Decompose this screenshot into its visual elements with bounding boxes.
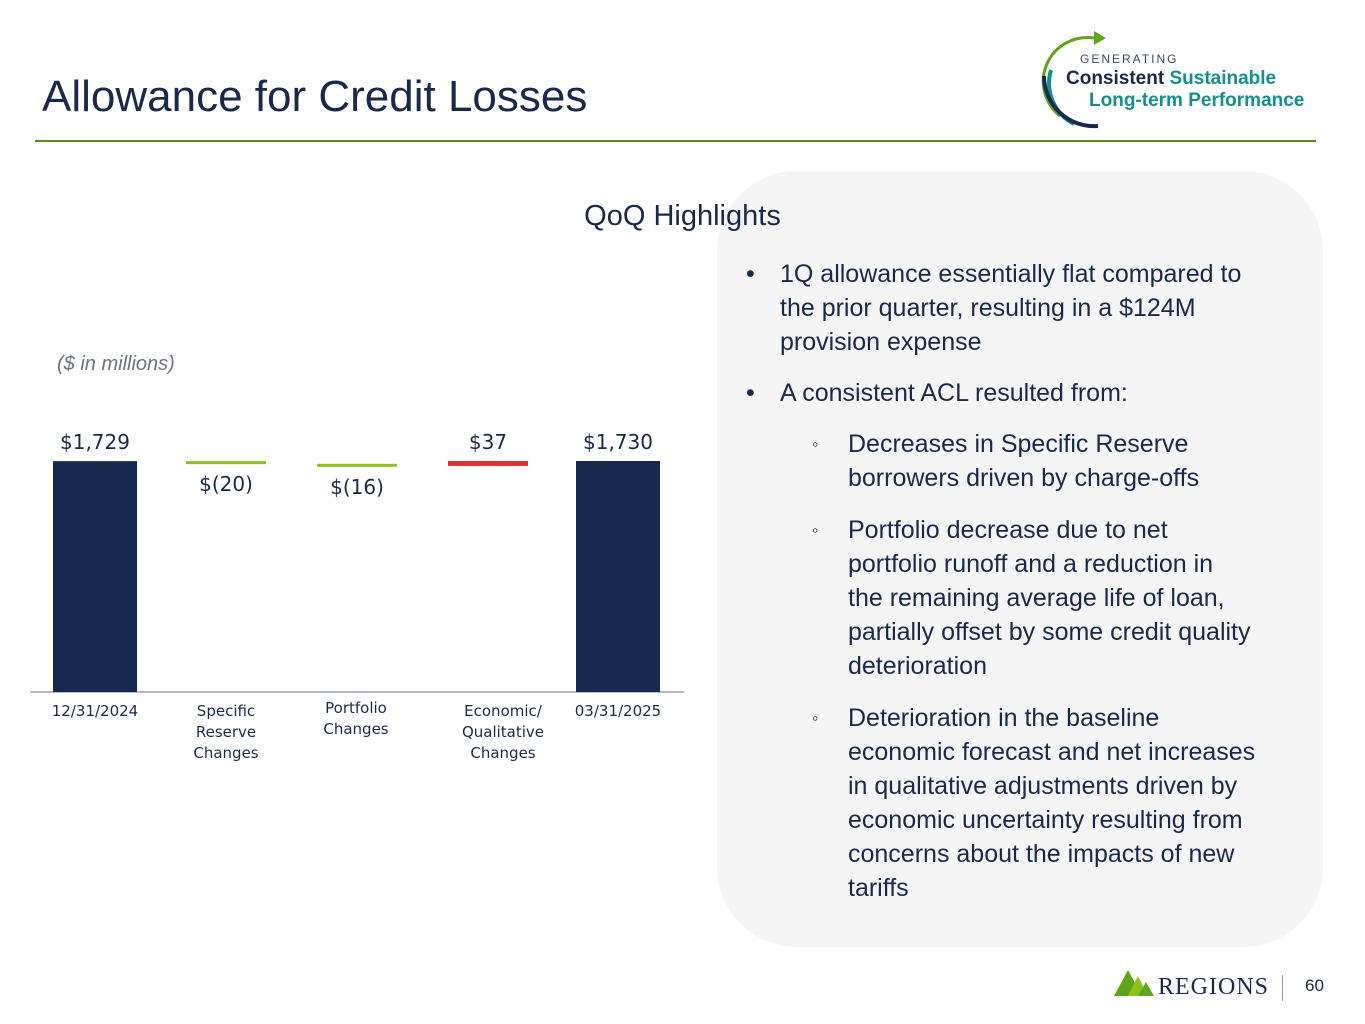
- tagline-word-consistent: Consistent: [1066, 68, 1165, 89]
- highlight-line: in qualitative adjustments driven by: [848, 772, 1238, 800]
- bar-value-label-3: $37: [469, 430, 507, 454]
- highlight-line: Deterioration in the baseline: [848, 704, 1160, 732]
- x-tick-label-1-0: Specific: [197, 702, 255, 720]
- bullet-dot-icon: •: [746, 260, 755, 288]
- highlight-line: economic uncertainty resulting from: [848, 806, 1243, 834]
- x-tick-label-4-0: 03/31/2025: [575, 702, 661, 720]
- tagline-line-2: Long-term Performance: [1089, 90, 1305, 111]
- bar-0: [53, 461, 137, 692]
- highlight-line: borrowers driven by charge-offs: [848, 464, 1200, 492]
- tagline-logo: GENERATING Consistent Sustainable Long-t…: [1036, 26, 1326, 136]
- waterfall-chart: $1,729 12/31/2024 $(20) Specific Reserve Chan…: [30, 430, 684, 762]
- highlight-line: provision expense: [780, 328, 982, 356]
- title-divider: [35, 140, 1316, 142]
- bar-2: [317, 463, 397, 467]
- x-tick-label-3-1: Qualitative: [462, 723, 544, 741]
- highlight-line: Portfolio decrease due to net: [848, 516, 1168, 544]
- highlight-line: the prior quarter, resulting in a $124M: [780, 294, 1196, 322]
- bar-value-label-4: $1,730: [583, 430, 653, 454]
- bar-value-label-2: $(16): [330, 475, 384, 499]
- bar-3: [448, 461, 528, 466]
- hollow-bullet-icon: ◦: [812, 708, 819, 728]
- chart-units-note: ($ in millions): [57, 353, 175, 375]
- highlight-line: portfolio runoff and a reduction in: [848, 550, 1214, 578]
- x-tick-label-3-0: Economic/: [464, 702, 543, 720]
- tagline-line-1: Consistent Sustainable: [1066, 68, 1276, 90]
- regions-triangles-icon: [1114, 970, 1154, 996]
- page-number: 60: [1305, 976, 1324, 995]
- circular-arrow-icon: [1041, 31, 1106, 129]
- bar-value-label-0: $1,729: [60, 430, 130, 454]
- highlight-sub-bullet: ◦ Portfolio decrease due to net portfolio …: [812, 513, 1251, 683]
- x-tick-label-1-1: Reserve: [196, 723, 256, 741]
- regions-wordmark: REGIONS: [1158, 974, 1270, 1000]
- tagline-word-sustainable: Sustainable: [1169, 68, 1277, 89]
- bar-4: [576, 461, 660, 692]
- highlight-bullet: • 1Q allowance essentially flat compared …: [746, 257, 1242, 359]
- highlights-panel: [717, 171, 1323, 947]
- hollow-bullet-icon: ◦: [812, 434, 819, 454]
- highlight-line: economic forecast and net increases: [848, 738, 1256, 766]
- highlight-sub-bullet: ◦ Deterioration in the baseline economic f…: [812, 701, 1256, 905]
- highlight-line: Decreases in Specific Reserve: [848, 430, 1189, 458]
- footer-divider: [1282, 975, 1283, 1001]
- bullet-dot-icon: •: [746, 379, 755, 407]
- hollow-bullet-icon: ◦: [812, 520, 819, 540]
- highlight-line: tariffs: [848, 874, 909, 902]
- highlight-line: concerns about the impacts of new: [848, 840, 1235, 868]
- highlights-title: QoQ Highlights: [584, 200, 781, 232]
- highlight-line: 1Q allowance essentially flat compared t…: [780, 260, 1242, 288]
- tagline-small-text: GENERATING: [1080, 52, 1179, 66]
- regions-logo: REGIONS: [1112, 968, 1292, 1004]
- highlight-line: deterioration: [848, 652, 987, 680]
- highlight-sub-bullet: ◦ Decreases in Specific Reserve borrowers …: [812, 427, 1200, 495]
- page-title: Allowance for Credit Losses: [42, 72, 588, 121]
- highlight-line: the remaining average life of loan,: [848, 584, 1225, 612]
- highlight-line: partially offset by some credit quality: [848, 618, 1251, 646]
- bar-1: [186, 461, 266, 465]
- x-tick-label-2-0: Portfolio: [325, 699, 387, 717]
- bar-value-label-1: $(20): [199, 472, 253, 496]
- x-tick-label-3-2: Changes: [470, 744, 535, 762]
- x-tick-label-2-1: Changes: [323, 720, 388, 738]
- x-tick-label-0-0: 12/31/2024: [52, 702, 138, 720]
- highlight-bullet: • A consistent ACL resulted from:: [746, 376, 1128, 410]
- x-tick-label-1-2: Changes: [193, 744, 258, 762]
- highlight-line: A consistent ACL resulted from:: [780, 379, 1128, 407]
